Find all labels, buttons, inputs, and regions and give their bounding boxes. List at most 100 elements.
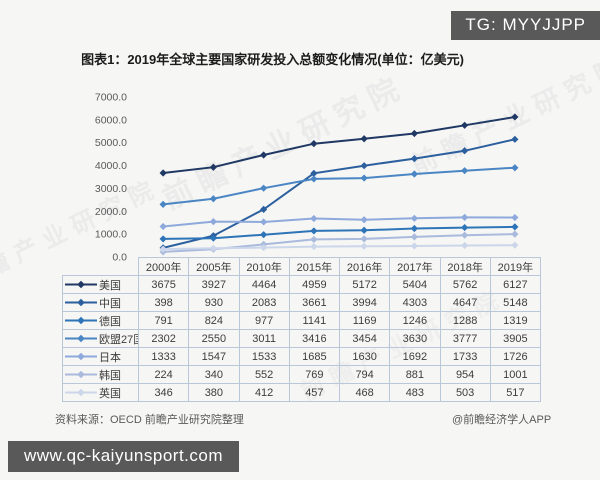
table-value-cell-2-2: 977 [238, 311, 290, 330]
table-corner-cell [63, 258, 139, 276]
table-year-header-7: 2019年 [489, 257, 542, 276]
legend-key-0: 美国 [62, 275, 139, 294]
table-value-cell-3-3: 3416 [288, 329, 341, 348]
data-point-marker [511, 213, 519, 222]
legend-series-name: 欧盟27国 [99, 333, 138, 346]
table-value-cell-5-1: 340 [188, 365, 240, 384]
table-row-2: 德国 791 824 977 1141 1169 1246 1288 1319 [62, 311, 542, 330]
data-point-marker [310, 227, 318, 235]
data-point-marker [461, 231, 469, 239]
data-point-marker [159, 235, 167, 243]
y-axis-tick-label: 1000.0 [95, 229, 127, 241]
legend-series-name: 韩国 [99, 369, 121, 382]
table-year-header-0: 2000年 [137, 257, 190, 276]
data-point-marker [260, 243, 268, 252]
table-value-cell-4-4: 1630 [338, 347, 391, 366]
chart-title: 图表1：2019年全球主要国家研发投入总额变化情况(单位：亿美元) [81, 52, 464, 67]
source-note: 资料来源：OECD 前瞻产业研究院整理 [55, 414, 244, 426]
data-point-marker [260, 205, 268, 213]
table-year-header-3: 2015年 [288, 257, 341, 276]
table-year-header-1: 2005年 [188, 257, 240, 276]
table-value-cell-1-6: 4647 [439, 293, 491, 312]
data-point-marker [209, 195, 217, 203]
legend-line-marker-icon [65, 298, 97, 307]
table-value-cell-4-7: 1726 [489, 347, 542, 366]
data-point-marker [360, 216, 368, 224]
y-axis-tick-label: 6000.0 [95, 114, 127, 126]
table-value-cell-0-6: 5762 [439, 275, 491, 294]
legend-key-5: 韩国 [62, 365, 139, 384]
legend-series-name: 日本 [99, 351, 121, 364]
data-point-marker [461, 147, 469, 155]
table-value-cell-3-5: 3630 [389, 329, 441, 348]
table-row-4: 日本 1333 1547 1533 1685 1630 1692 1733 1726 [62, 347, 542, 366]
line-series-6 [163, 244, 515, 251]
table-body: 美国 3675 3927 4464 4959 5172 5404 5762 6127 中国 398 9… [62, 275, 542, 402]
y-axis-tick-label: 3000.0 [95, 183, 127, 195]
data-point-marker [511, 135, 519, 143]
table-value-cell-6-7: 517 [489, 383, 542, 402]
table-value-cell-3-6: 3777 [439, 329, 491, 348]
table-value-cell-0-2: 4464 [238, 275, 290, 294]
table-value-cell-3-0: 2302 [137, 329, 190, 348]
legend-line-marker-icon [65, 352, 97, 361]
data-point-marker [410, 170, 418, 178]
table-value-cell-2-3: 1141 [288, 311, 341, 330]
legend-series-name: 美国 [99, 279, 121, 292]
y-axis-tick-label: 0.0 [112, 252, 127, 264]
data-point-marker [410, 242, 418, 250]
table-row-6: 英国 346 380 412 457 468 483 503 517 [62, 383, 542, 402]
table-value-cell-2-5: 1246 [389, 311, 441, 330]
table-value-cell-0-3: 4959 [288, 275, 341, 294]
data-point-marker [461, 241, 469, 250]
data-point-marker [310, 235, 318, 244]
chart-data-table: 2000年 2005年 2010年 2015年 2016年 2017年 2018年 2019年… [62, 257, 542, 402]
table-value-cell-5-0: 224 [137, 365, 190, 384]
table-value-cell-4-6: 1733 [439, 347, 491, 366]
line-series-2 [163, 225, 515, 240]
table-value-cell-1-5: 4303 [389, 293, 441, 312]
table-value-cell-1-0: 398 [137, 293, 190, 312]
data-point-marker [360, 135, 368, 143]
table-value-cell-6-0: 346 [137, 383, 190, 402]
data-point-marker [310, 175, 318, 183]
table-value-cell-0-4: 5172 [338, 275, 391, 294]
table-value-cell-5-4: 794 [338, 365, 391, 384]
line-series-0 [162, 116, 516, 174]
data-point-marker [260, 231, 268, 239]
data-point-marker [209, 244, 217, 252]
site-watermark-badge: www.qc-kaiyunsport.com [8, 441, 240, 472]
table-value-cell-2-1: 824 [188, 311, 240, 330]
table-value-cell-4-1: 1547 [188, 347, 240, 366]
table-value-cell-6-1: 380 [188, 383, 240, 402]
table-value-cell-3-7: 3905 [489, 329, 542, 348]
table-value-cell-2-0: 791 [137, 311, 190, 330]
data-point-marker [360, 226, 368, 234]
table-value-cell-3-2: 3011 [238, 329, 290, 348]
data-point-marker [511, 230, 519, 238]
table-value-cell-6-3: 457 [288, 383, 341, 402]
table-value-cell-1-2: 2083 [238, 293, 290, 312]
line-series-4 [163, 216, 515, 228]
data-point-marker [410, 233, 418, 241]
y-axis-tick-label: 7000.0 [95, 92, 127, 104]
legend-series-name: 德国 [99, 315, 121, 328]
legend-key-1: 中国 [62, 293, 139, 312]
data-point-marker [410, 214, 418, 222]
data-point-marker [260, 218, 268, 226]
table-value-cell-6-5: 483 [389, 383, 441, 402]
table-value-cell-2-4: 1169 [338, 311, 391, 330]
credit-note: @前瞻经济学人APP [452, 414, 552, 426]
table-value-cell-5-2: 552 [238, 365, 290, 384]
table-row-5: 韩国 224 340 552 769 794 881 954 1001 [62, 365, 542, 384]
data-point-marker [209, 234, 217, 242]
line-series-3 [162, 166, 515, 206]
legend-key-4: 日本 [62, 347, 139, 366]
table-value-cell-4-3: 1685 [288, 347, 341, 366]
y-axis-tick-label: 4000.0 [95, 160, 127, 172]
data-point-marker [159, 169, 167, 177]
data-point-marker [360, 242, 368, 250]
data-point-marker [461, 223, 469, 232]
data-point-marker [310, 140, 318, 148]
legend-line-marker-icon [65, 388, 97, 397]
